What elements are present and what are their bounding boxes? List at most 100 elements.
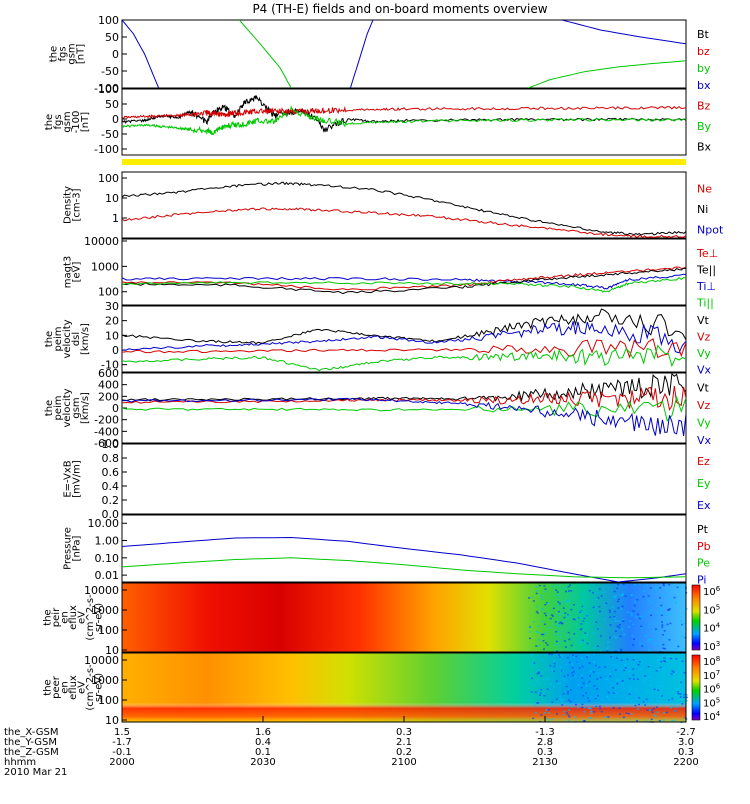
ephemeris-label: the_Z-GSM — [4, 747, 59, 758]
series-Vx-line — [122, 321, 686, 354]
spectrogram-speckle — [528, 583, 688, 654]
y-tick-label: 10000 — [84, 654, 119, 667]
legend-entry: Bt — [697, 28, 710, 41]
legend-entry: Vx — [697, 363, 712, 376]
y-tick-label: 0 — [112, 344, 119, 357]
ephemeris-label: hhmm — [4, 757, 36, 768]
legend-entry: Pi — [697, 573, 706, 586]
legend-entry: Te⊥ — [696, 247, 718, 260]
y-axis-label: velocity — [62, 388, 73, 427]
y-tick-label: 1000 — [91, 604, 119, 617]
y-axis-label: [km/s] — [80, 392, 91, 424]
y-axis-label: fgs — [58, 46, 69, 61]
y-axis-label: fgs — [53, 114, 64, 129]
y-tick-label: 100 — [98, 286, 119, 299]
legend-entry: Ey — [697, 477, 711, 490]
colorbar-tick-label: 105 — [703, 696, 720, 709]
series-by-line — [527, 60, 686, 88]
ephemeris-value: 0.3 — [396, 727, 412, 738]
ephemeris-value: 0.1 — [255, 747, 271, 758]
y-tick-label: 10 — [105, 192, 119, 205]
ephemeris-value: 0.2 — [396, 747, 412, 758]
legend-entry: Ex — [697, 499, 711, 512]
legend-entry: Bx — [697, 141, 712, 154]
y-tick-label: 0.10 — [95, 552, 120, 565]
series-Bz-line — [122, 105, 686, 119]
series-Ti||-line — [122, 276, 686, 293]
ephemeris-label: the_X-GSM — [4, 727, 58, 738]
y-tick-label: 10 — [105, 714, 119, 727]
legend-entry: Vz — [697, 330, 711, 343]
legend-entry: Ni — [697, 203, 708, 216]
series-By-line — [122, 105, 686, 136]
y-tick-label: 30 — [105, 300, 119, 313]
y-axis-label: (cm^2-s- — [85, 594, 96, 641]
legend-entry: bx — [697, 79, 711, 92]
legend-entry: Ti⊥ — [696, 280, 716, 293]
y-tick-label: 1000 — [91, 260, 119, 273]
y-tick-label: 0.01 — [95, 569, 120, 582]
ephemeris-value: 1.5 — [114, 727, 130, 738]
colorbar-tick-label: 106 — [703, 683, 721, 696]
y-tick-label: -100 — [94, 143, 119, 156]
legend-entry: bz — [697, 45, 710, 58]
y-tick-label: 1.0 — [102, 438, 120, 451]
series-Vt-line — [122, 373, 686, 403]
ephemeris-value: 0.3 — [537, 747, 553, 758]
y-axis-label: the — [44, 400, 55, 416]
panel-frame — [121, 582, 687, 653]
y-axis-label: the — [44, 331, 55, 347]
y-axis-label: en — [60, 611, 71, 624]
colorbar — [691, 654, 701, 721]
y-tick-label: 0 — [112, 113, 119, 126]
legend-entry: Vy — [697, 417, 711, 430]
y-tick-label: 10 — [105, 329, 119, 342]
y-tick-label: 200 — [98, 390, 119, 403]
y-tick-label: 0.4 — [102, 480, 120, 493]
colorbar-tick-label: 104 — [703, 710, 721, 723]
ephemeris-value: 2000 — [109, 757, 134, 768]
colorbar-tick-label: 106 — [703, 585, 721, 598]
ephemeris-value: 2200 — [673, 757, 698, 768]
legend-entry: Pe — [697, 557, 710, 570]
y-tick-label: 20 — [105, 315, 119, 328]
y-axis-label: the — [43, 679, 54, 695]
y-tick-label: 1.00 — [95, 535, 120, 548]
ephemeris-value: 2.1 — [396, 737, 412, 748]
y-tick-label: 10.00 — [88, 517, 120, 530]
series-Vx-line — [122, 397, 686, 436]
y-axis-label: the — [43, 609, 54, 625]
y-axis-label: eV — [77, 611, 88, 624]
colorbar-tick-label: 107 — [703, 669, 720, 682]
y-axis-label: eflux — [68, 675, 79, 700]
legend-entry: Vx — [697, 434, 712, 447]
colorbar-tick-label: 108 — [703, 655, 720, 668]
ephemeris-value: 2130 — [532, 757, 557, 768]
y-axis-label: eflux — [68, 605, 79, 630]
ephemeris-value: 0.4 — [255, 737, 271, 748]
y-tick-label: 1 — [112, 212, 119, 225]
date-label: 2010 Mar 21 — [4, 767, 67, 778]
time-axis: the_X-GSM 1.5 1.6 0.3 -1.3 -2.7 the_Y-GSM -1.7 0… — [4, 716, 699, 778]
y-axis-label: velocity — [62, 319, 73, 358]
y-axis-label: E=-VxB — [63, 460, 74, 497]
panel-frame — [121, 171, 687, 239]
series-Pe-line — [122, 557, 686, 579]
y-axis-label: the — [44, 114, 55, 130]
y-axis-label: (cm^2-s- — [85, 664, 96, 711]
series-Vt-line — [122, 308, 686, 345]
panel-frame — [121, 514, 687, 583]
y-axis-label: Pressure — [63, 527, 74, 570]
legend-entry: Vt — [697, 314, 710, 327]
series-Ti⊥-line — [122, 273, 686, 290]
y-tick-label: 0 — [112, 48, 119, 61]
y-axis-label: -100 — [71, 111, 82, 134]
y-tick-label: 10 — [105, 644, 119, 657]
series-Vy-line — [122, 344, 686, 372]
legend-entry: Npot — [697, 224, 724, 237]
